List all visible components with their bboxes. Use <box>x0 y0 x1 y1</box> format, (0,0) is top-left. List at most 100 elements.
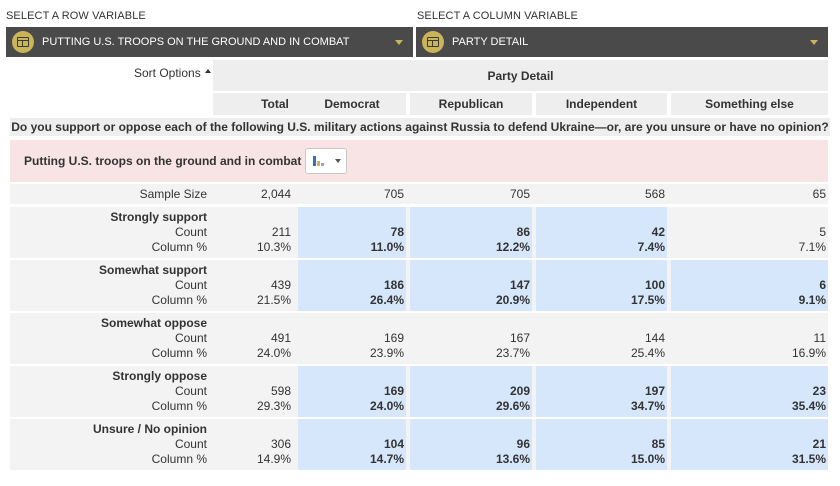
count-republican: 167 <box>509 331 530 345</box>
column-header-democrat[interactable]: Democrat <box>324 97 380 111</box>
count-something-else: 6 <box>819 278 826 292</box>
column-variable-value: PARTY DETAIL <box>452 36 529 48</box>
sample-size-republican: 705 <box>509 187 530 201</box>
column-pct-total: 29.3% <box>256 399 291 413</box>
column-header-bg <box>298 93 406 115</box>
chart-type-button[interactable] <box>305 148 347 174</box>
column-pct-democrat: 23.9% <box>369 346 404 360</box>
column-pct-democrat: 24.0% <box>369 399 404 413</box>
sort-options-button[interactable]: Sort Options <box>134 66 211 80</box>
row-variable-label: SELECT A ROW VARIABLE <box>6 10 146 22</box>
highlight-cell <box>671 260 828 311</box>
highlight-cell <box>671 419 828 470</box>
caret-up-icon <box>204 69 211 73</box>
table-icon <box>12 31 34 53</box>
column-pct-republican: 12.2% <box>495 240 530 254</box>
column-pct-label: Column % <box>151 293 207 307</box>
row-label: Somewhat support <box>98 263 207 277</box>
chevron-down-icon <box>395 40 403 45</box>
count-democrat: 169 <box>383 384 404 398</box>
count-democrat: 78 <box>390 225 404 239</box>
count-independent: 42 <box>651 225 665 239</box>
highlight-cell <box>536 419 667 470</box>
count-republican: 96 <box>516 437 530 451</box>
highlight-cell <box>410 366 532 417</box>
column-header-independent[interactable]: Independent <box>565 97 638 111</box>
column-pct-label: Column % <box>151 452 207 466</box>
count-total: 211 <box>271 225 291 239</box>
count-democrat: 186 <box>383 278 404 292</box>
highlight-cell <box>298 366 406 417</box>
sample-size-something-else: 65 <box>812 187 826 201</box>
count-total: 491 <box>270 331 291 345</box>
count-something-else: 21 <box>812 437 826 451</box>
count-total: 439 <box>270 278 291 292</box>
column-pct-something-else: 7.1% <box>798 240 826 254</box>
row-label: Strongly support <box>110 210 207 224</box>
highlight-cell <box>536 260 667 311</box>
count-independent: 144 <box>644 331 665 345</box>
count-something-else: 11 <box>813 331 826 345</box>
row-variable-title: Putting U.S. troops on the ground and in… <box>24 154 302 168</box>
column-pct-total: 21.5% <box>256 293 291 307</box>
chevron-down-icon <box>335 159 341 163</box>
count-total: 306 <box>270 437 291 451</box>
count-label: Count <box>174 225 207 239</box>
count-democrat: 104 <box>383 437 404 451</box>
row-variable-band: Putting U.S. troops on the ground and in… <box>10 140 828 182</box>
question-text: Do you support or oppose each of the fol… <box>10 118 830 136</box>
column-pct-label: Column % <box>151 346 207 360</box>
column-pct-total: 24.0% <box>256 346 291 360</box>
column-header-total[interactable]: Total <box>261 97 289 111</box>
column-pct-label: Column % <box>151 240 207 254</box>
sample-size-label: Sample Size <box>139 187 207 201</box>
count-independent: 197 <box>644 384 665 398</box>
highlight-cell <box>298 207 406 258</box>
table-row <box>10 313 828 364</box>
row-variable-select[interactable]: PUTTING U.S. TROOPS ON THE GROUND AND IN… <box>6 27 413 57</box>
column-variable-select[interactable]: PARTY DETAIL <box>416 27 828 57</box>
column-pct-total: 14.9% <box>256 452 291 466</box>
count-label: Count <box>174 437 207 451</box>
bar-chart-icon <box>317 161 320 166</box>
column-group-title: Party Detail <box>487 69 554 83</box>
highlight-cell <box>410 419 532 470</box>
column-pct-something-else: 9.1% <box>798 293 826 307</box>
bar-chart-icon <box>321 163 324 166</box>
column-pct-label: Column % <box>151 399 207 413</box>
column-header-republican[interactable]: Republican <box>438 97 504 111</box>
count-something-else: 5 <box>819 225 826 239</box>
highlight-cell <box>536 207 667 258</box>
count-republican: 86 <box>516 225 530 239</box>
column-header-something-else[interactable]: Something else <box>705 97 794 111</box>
row-label: Somewhat oppose <box>100 316 207 330</box>
column-pct-democrat: 11.0% <box>370 240 404 254</box>
highlight-cell <box>410 207 532 258</box>
row-label: Strongly oppose <box>112 369 207 383</box>
row-variable-value: PUTTING U.S. TROOPS ON THE GROUND AND IN… <box>42 36 350 48</box>
count-republican: 147 <box>509 278 530 292</box>
row-label: Unsure / No opinion <box>93 422 207 436</box>
sort-options-label: Sort Options <box>134 66 201 80</box>
chevron-down-icon <box>810 40 818 45</box>
count-label: Count <box>174 278 207 292</box>
column-pct-republican: 29.6% <box>495 399 530 413</box>
column-pct-something-else: 35.4% <box>791 399 826 413</box>
count-democrat: 169 <box>383 331 404 345</box>
count-independent: 85 <box>651 437 665 451</box>
highlight-cell <box>671 366 828 417</box>
column-pct-something-else: 31.5% <box>791 452 826 466</box>
table-icon <box>422 31 444 53</box>
column-header-bg <box>213 93 306 115</box>
count-label: Count <box>174 331 207 345</box>
column-pct-independent: 15.0% <box>630 452 665 466</box>
highlight-cell <box>298 260 406 311</box>
column-header-bg <box>410 93 532 115</box>
column-header-bg <box>671 93 828 115</box>
count-total: 598 <box>270 384 291 398</box>
column-pct-republican: 23.7% <box>495 346 530 360</box>
column-group-header <box>213 60 828 91</box>
highlight-cell <box>298 419 406 470</box>
column-pct-republican: 13.6% <box>495 452 530 466</box>
sample-size-total: 2,044 <box>260 187 291 201</box>
